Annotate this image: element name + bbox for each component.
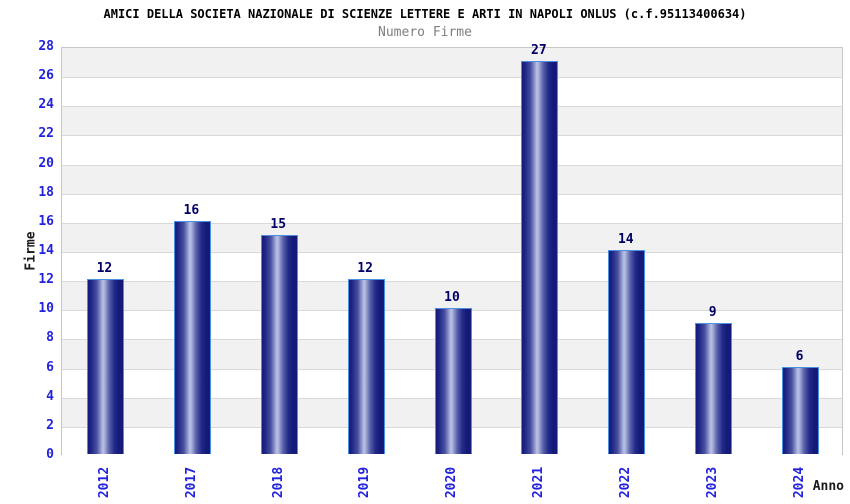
y-tick-label: 10: [38, 301, 54, 317]
gridline: [62, 193, 842, 195]
y-tick-label: 2: [46, 417, 54, 433]
chart-title: AMICI DELLA SOCIETA NAZIONALE DI SCIENZE…: [103, 7, 747, 21]
chart-subtitle: Numero Firme: [378, 25, 472, 40]
x-tick-label: 2018: [256, 460, 300, 504]
bar-value-label: 6: [795, 348, 804, 364]
y-tick-label: 20: [38, 155, 54, 171]
gridline: [62, 281, 842, 283]
bar-value-label: 12: [357, 261, 373, 277]
x-tick-label-text: 2023: [705, 466, 721, 498]
x-tick-label: 2022: [604, 460, 648, 504]
bar-value-label: 27: [531, 42, 547, 58]
gridline: [62, 222, 842, 224]
bar-value-label: 10: [444, 290, 460, 306]
plot-band-white: [62, 135, 842, 165]
bar-2018: [260, 235, 298, 454]
y-tick-label: 16: [38, 213, 54, 229]
bar-2012: [86, 279, 124, 454]
x-tick-label: 2021: [517, 460, 561, 504]
gridline: [62, 252, 842, 253]
y-tick-label: 8: [46, 330, 54, 346]
plot-band-white: [62, 193, 842, 223]
bar-value-label: 9: [708, 304, 717, 320]
y-tick-label: 26: [38, 68, 54, 84]
y-tick-label: 6: [46, 359, 54, 375]
x-tick-label-text: 2017: [183, 466, 199, 498]
y-tick-label: 18: [38, 184, 54, 200]
x-tick-label-text: 2020: [444, 466, 460, 498]
x-tick-label: 2020: [430, 460, 474, 504]
plot-band-gray: [62, 106, 842, 136]
bar-2019: [347, 279, 385, 454]
y-tick-label: 14: [38, 243, 54, 258]
y-tick-label: 12: [38, 272, 54, 288]
y-tick-label: 0: [46, 447, 54, 462]
y-tick-label: 24: [38, 97, 54, 113]
x-tick-label-text: 2021: [531, 466, 547, 498]
x-tick-label-text: 2024: [792, 466, 808, 498]
bar-2023: [695, 322, 733, 454]
gridline: [62, 135, 842, 137]
gridline: [62, 106, 842, 108]
bar-2021: [521, 60, 559, 454]
x-tick-label-text: 2012: [96, 466, 112, 498]
x-tick-label: 2023: [691, 460, 735, 504]
x-tick-label-text: 2022: [618, 466, 634, 498]
plot-band-gray: [62, 48, 842, 78]
plot-band-gray: [62, 164, 842, 194]
y-tick-label: 28: [38, 39, 54, 54]
plot-band-white: [62, 77, 842, 107]
x-tick-label: 2017: [169, 460, 213, 504]
gridline: [62, 164, 842, 166]
bar-2020: [434, 308, 472, 454]
x-tick-label: 2012: [82, 460, 126, 504]
x-tick-label: 2019: [343, 460, 387, 504]
bar-2017: [173, 220, 211, 454]
x-tick-label-text: 2019: [357, 466, 373, 498]
bar-value-label: 15: [270, 217, 287, 233]
bar-value-label: 12: [96, 261, 113, 277]
gridline: [62, 77, 842, 79]
bar-value-label: 16: [183, 202, 200, 218]
x-axis-title: Anno: [812, 479, 844, 494]
x-tick-label-text: 2018: [270, 466, 286, 498]
bar-2024: [782, 366, 820, 454]
bar-2022: [608, 250, 646, 454]
y-tick-label: 22: [38, 126, 54, 142]
plot-area: [61, 47, 843, 456]
bar-value-label: 14: [617, 232, 634, 247]
y-tick-label: 4: [46, 388, 54, 404]
x-tick-label: 2024: [778, 460, 822, 504]
